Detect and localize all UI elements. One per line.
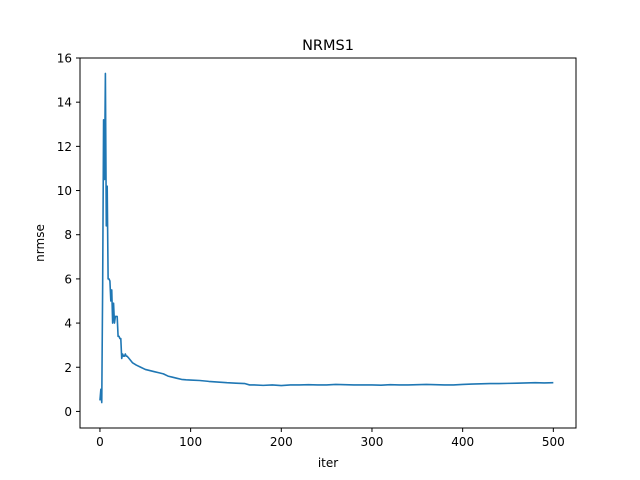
- x-tick-label: 0: [96, 435, 104, 449]
- series-line: [99, 72, 554, 404]
- y-tick-label: 14: [57, 96, 72, 110]
- y-tick-label: 6: [64, 272, 72, 286]
- x-tick-label: 300: [361, 435, 384, 449]
- y-axis-label: nrmse: [33, 224, 47, 262]
- axes-frame: [79, 57, 577, 429]
- y-tick-label: 12: [57, 140, 72, 154]
- x-axis-label: iter: [318, 456, 338, 470]
- chart-title: NRMS1: [302, 38, 354, 54]
- y-tick-label: 2: [64, 361, 72, 375]
- x-tick-label: 100: [179, 435, 202, 449]
- x-tick-label: 200: [270, 435, 293, 449]
- y-tick-label: 0: [64, 405, 72, 419]
- axis-ticks: 0 100 200 300 400 500 0 2 4 6 8 10 12 14 16: [57, 52, 565, 450]
- y-tick-label: 10: [57, 184, 72, 198]
- y-tick-label: 16: [57, 52, 72, 66]
- y-tick-label: 8: [64, 228, 72, 242]
- plot-area: [99, 72, 554, 404]
- x-tick-label: 500: [542, 435, 565, 449]
- x-tick-label: 400: [451, 435, 474, 449]
- y-tick-label: 4: [64, 317, 72, 331]
